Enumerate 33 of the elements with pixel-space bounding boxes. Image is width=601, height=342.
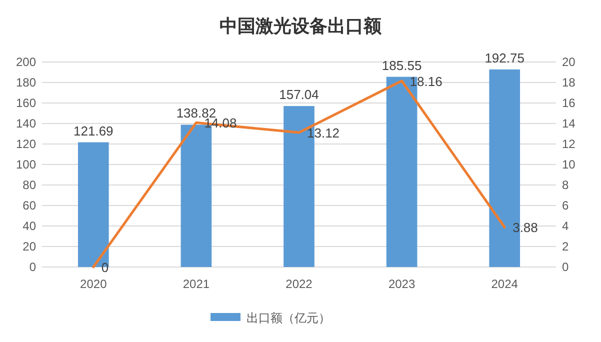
y-tick-label: 160 [16, 96, 36, 110]
chart-title: 中国激光设备出口额 [220, 16, 382, 36]
y2-tick-label: 2 [562, 240, 569, 254]
x-tick-label: 2024 [491, 277, 518, 291]
y-tick-label: 40 [22, 219, 36, 233]
data-label: 185.55 [382, 58, 422, 73]
x-tick-label: 2021 [182, 277, 210, 291]
y2-tick-label: 16 [562, 96, 576, 110]
y-tick-label: 200 [16, 55, 36, 69]
y-tick-label: 20 [22, 240, 36, 254]
y-tick-label: 80 [22, 178, 36, 192]
y-tick-label: 180 [16, 76, 36, 90]
x-tick-label: 2020 [80, 277, 108, 291]
y2-tick-label: 4 [562, 219, 569, 233]
y2-tick-label: 6 [562, 198, 569, 212]
y2-tick-label: 8 [562, 178, 569, 192]
y-tick-label: 60 [22, 198, 36, 212]
y2-tick-label: 12 [562, 137, 576, 151]
y2-tick-label: 20 [562, 55, 576, 69]
y-tick-label: 100 [16, 158, 36, 172]
x-tick-label: 2023 [388, 277, 416, 291]
y-tick-label: 120 [16, 137, 36, 151]
y-tick-label: 0 [29, 260, 36, 274]
x-tick-label: 2022 [286, 277, 313, 291]
y2-tick-label: 0 [562, 260, 569, 274]
legend-label: 出口额（亿元） [246, 311, 330, 325]
y-tick-label: 140 [16, 116, 36, 130]
y2-tick-label: 10 [562, 158, 576, 172]
data-label: 121.69 [74, 123, 114, 138]
data-label: 157.04 [279, 87, 319, 102]
y2-tick-label: 14 [562, 116, 576, 130]
data-label: 192.75 [484, 50, 524, 66]
y2-tick-label: 18 [562, 76, 576, 90]
